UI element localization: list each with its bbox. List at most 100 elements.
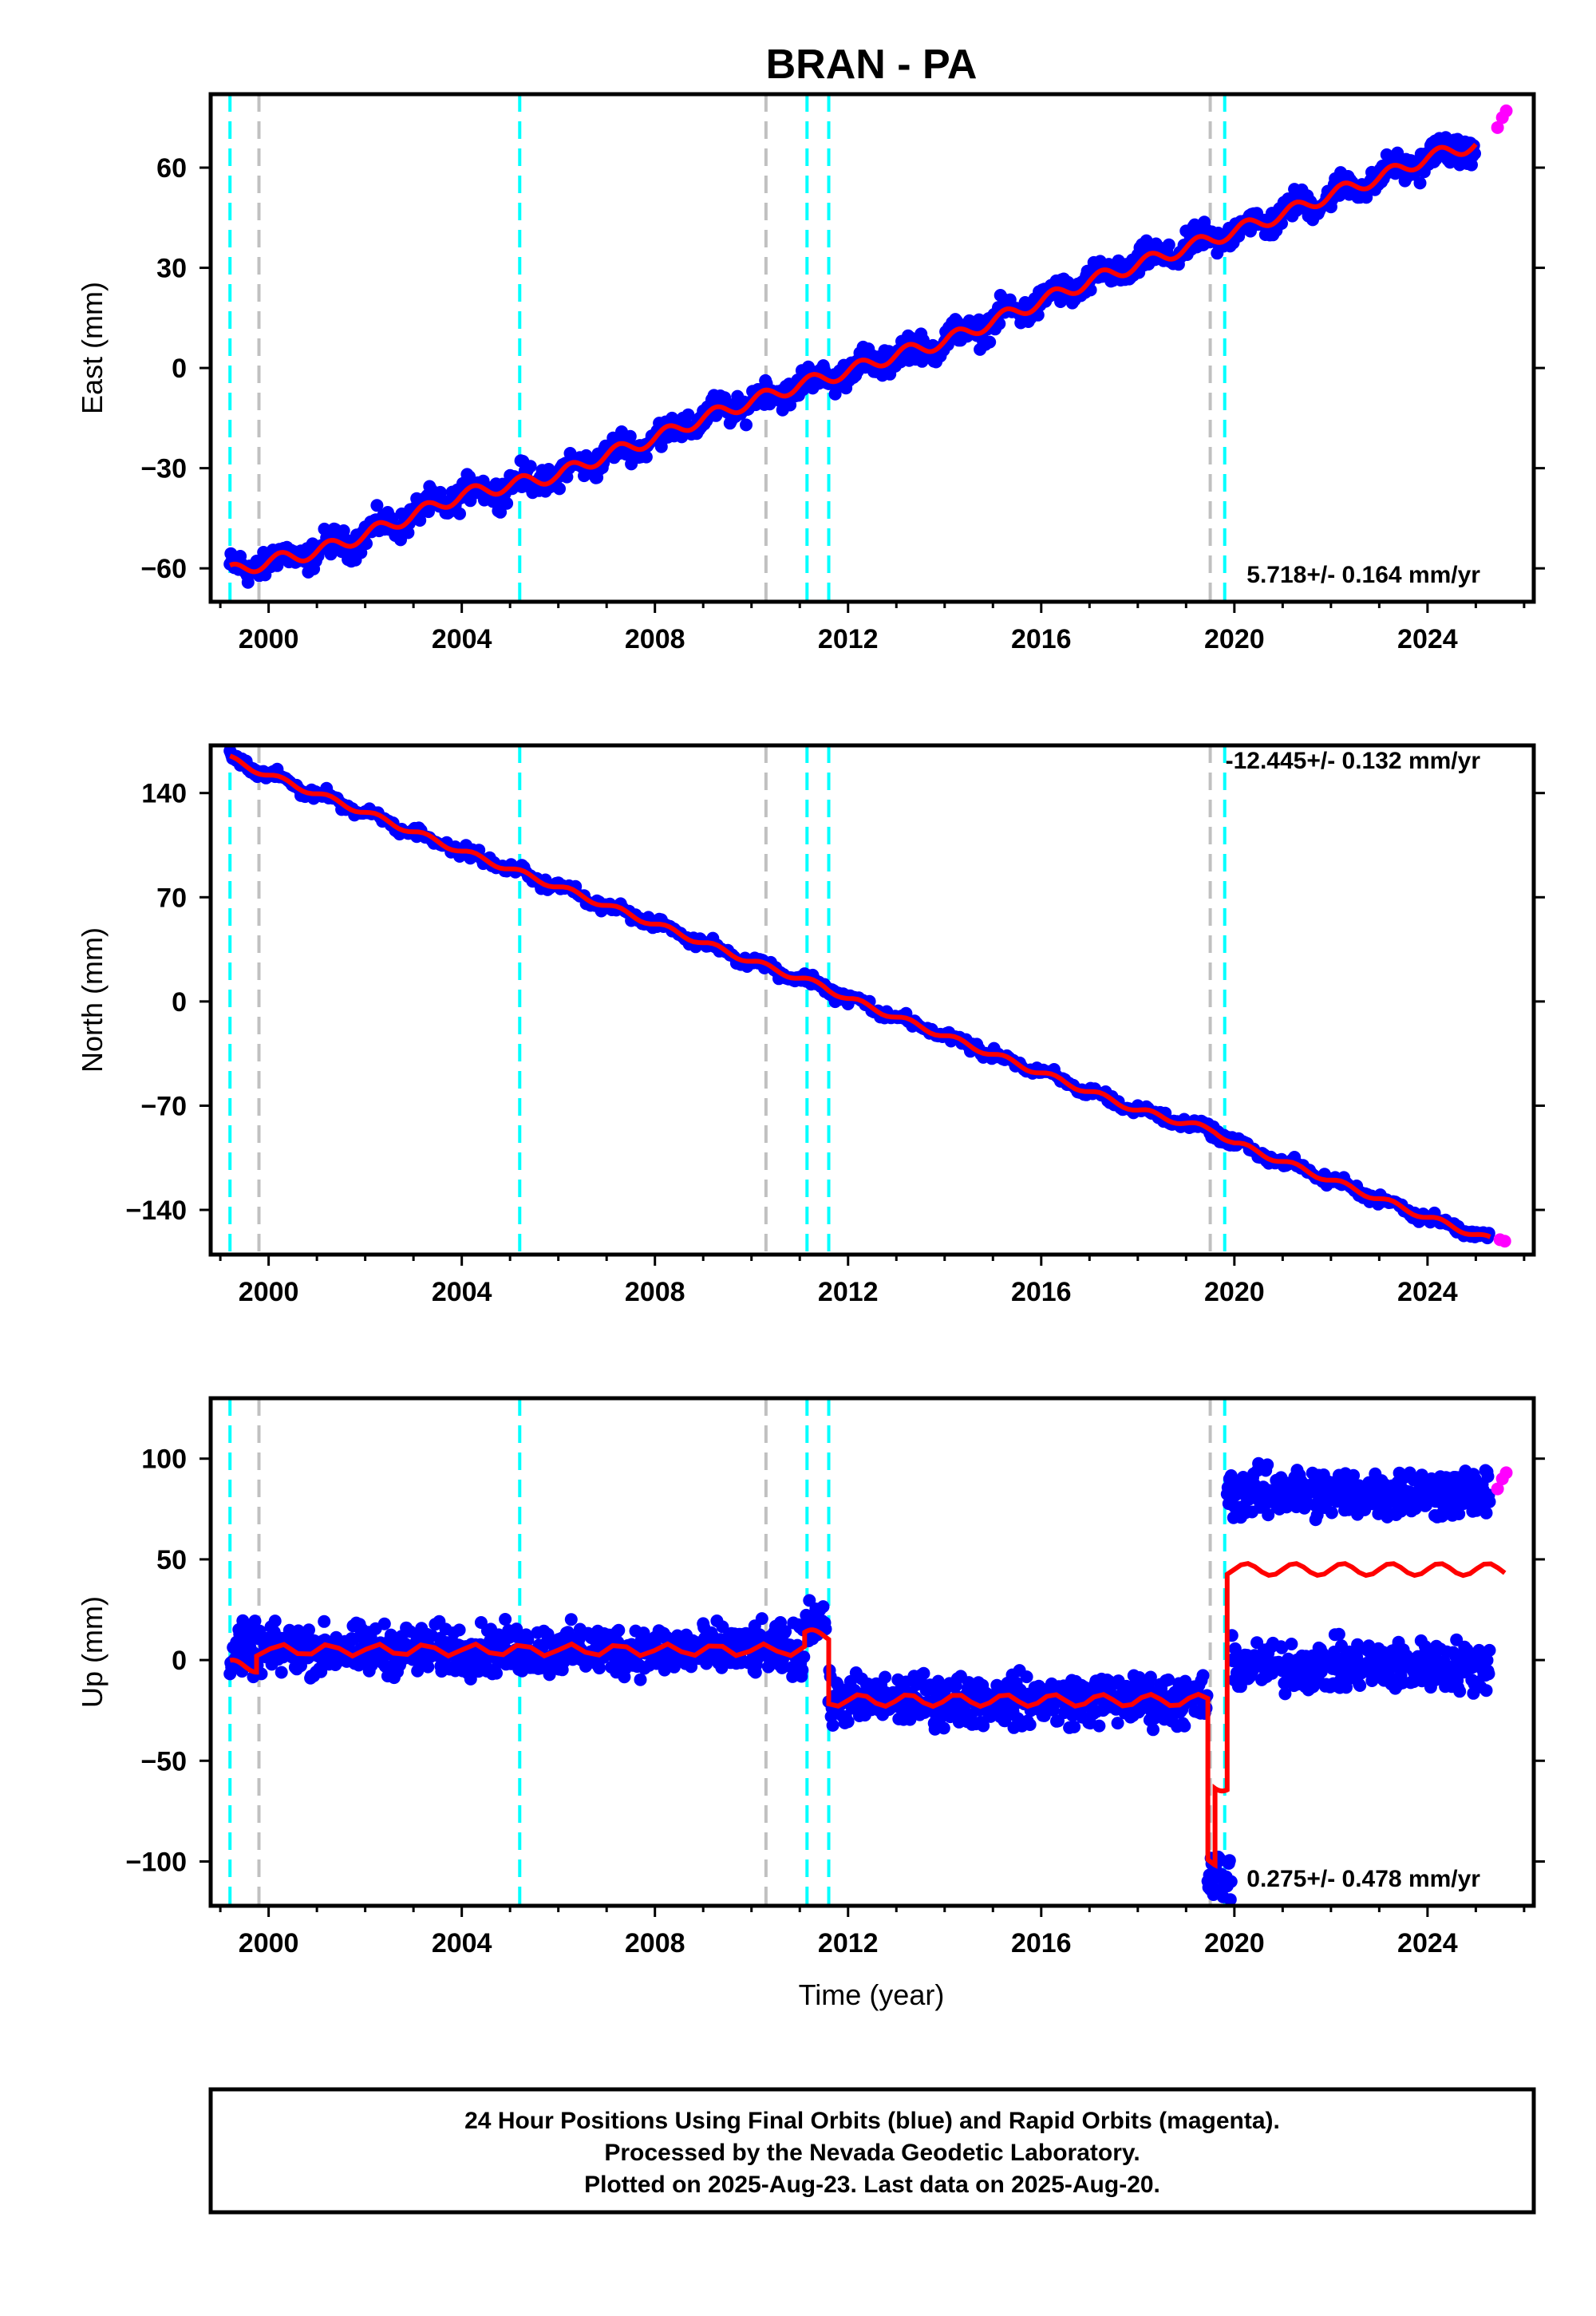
data-point-final bbox=[385, 512, 399, 525]
x-axis-label: Time (year) bbox=[799, 1978, 945, 2011]
y-tick-label: 0 bbox=[172, 987, 187, 1018]
y-tick-label: −30 bbox=[140, 454, 187, 484]
data-point-final bbox=[1162, 238, 1175, 251]
data-point-final bbox=[931, 1674, 945, 1688]
x-tick-label: 2012 bbox=[818, 1277, 879, 1307]
plot-frame bbox=[208, 92, 1536, 604]
x-tick-label: 2004 bbox=[432, 1277, 492, 1307]
up-panel: 100 50 0 −50 −100 2000 2004 2008 2012 2016 2020 202… bbox=[76, 1396, 1545, 1958]
y-tick-label: 30 bbox=[156, 254, 187, 284]
data-point-final bbox=[268, 1614, 282, 1628]
x-tick-label: 2008 bbox=[625, 624, 685, 654]
x-tick-label: 2000 bbox=[239, 1277, 299, 1307]
data-point-final bbox=[1482, 1667, 1495, 1681]
data-point-final bbox=[1480, 1654, 1494, 1667]
y-tick-label: 140 bbox=[141, 779, 187, 809]
x-tick-label: 2024 bbox=[1397, 1928, 1458, 1958]
data-point-final bbox=[452, 1623, 466, 1637]
data-point-final bbox=[490, 1666, 503, 1680]
data-point-final bbox=[623, 429, 637, 443]
data-point-rapid bbox=[1491, 1482, 1504, 1496]
data-point-final bbox=[421, 1660, 435, 1674]
data-point-final bbox=[499, 1613, 512, 1626]
data-point-final bbox=[1068, 1720, 1081, 1733]
data-point-final bbox=[413, 514, 427, 527]
y-axis-label: North (mm) bbox=[76, 927, 109, 1073]
data-point-final bbox=[776, 1661, 788, 1674]
data-point-final bbox=[1360, 191, 1373, 204]
x-tick-label: 2000 bbox=[239, 624, 299, 654]
data-point-final bbox=[1278, 1687, 1292, 1701]
x-tick-label: 2020 bbox=[1204, 1928, 1265, 1958]
y-tick-label: −70 bbox=[140, 1091, 187, 1121]
data-point-final bbox=[1413, 176, 1427, 190]
data-point-final bbox=[1132, 1671, 1146, 1684]
y-tick-label: 0 bbox=[172, 1646, 187, 1676]
data-point-final bbox=[716, 1620, 729, 1634]
data-point-final bbox=[879, 1670, 892, 1684]
data-point-final bbox=[1408, 1502, 1422, 1516]
data-point-final bbox=[494, 505, 508, 519]
x-tick-label: 2020 bbox=[1204, 624, 1265, 654]
data-point-final bbox=[816, 1600, 830, 1614]
caption-line-3: Plotted on 2025-Aug-23. Last data on 202… bbox=[584, 2172, 1160, 2198]
data-point-rapid bbox=[1499, 1466, 1513, 1480]
y-tick-label: 100 bbox=[141, 1445, 187, 1475]
north-panel: 140 70 0 −70 −140 2000 2004 2008 2012 2016 2020 202… bbox=[76, 743, 1545, 1307]
data-point-final bbox=[681, 408, 695, 421]
data-point-final bbox=[779, 1625, 792, 1638]
x-tick-label: 2024 bbox=[1397, 1277, 1458, 1307]
data-point-final bbox=[1262, 1508, 1275, 1522]
caption-line-2: Processed by the Nevada Geodetic Laborat… bbox=[604, 2140, 1140, 2166]
data-point-final bbox=[1023, 1718, 1037, 1731]
data-point-final bbox=[1452, 1508, 1466, 1520]
y-axis-label: East (mm) bbox=[76, 282, 109, 414]
data-point-final bbox=[917, 1666, 930, 1680]
data-point-final bbox=[1347, 1468, 1361, 1482]
data-point-final bbox=[962, 1676, 975, 1690]
y-tick-label: −60 bbox=[140, 554, 187, 584]
data-point-final bbox=[1144, 1670, 1157, 1684]
x-tick-label: 2004 bbox=[432, 1928, 492, 1958]
data-point-final bbox=[634, 1673, 647, 1686]
y-tick-label: −100 bbox=[125, 1847, 187, 1877]
data-point-final bbox=[1479, 1684, 1493, 1697]
x-tick-label: 2024 bbox=[1397, 624, 1458, 654]
data-point-final bbox=[236, 1614, 250, 1627]
y-tick-label: −140 bbox=[125, 1196, 187, 1226]
x-tick-label: 2020 bbox=[1204, 1277, 1265, 1307]
model-fit-line bbox=[229, 753, 1491, 1239]
data-point-final bbox=[248, 1614, 262, 1628]
x-tick-label: 2008 bbox=[625, 1277, 685, 1307]
model-fit-line bbox=[229, 1560, 1507, 1869]
data-point-final bbox=[796, 1663, 809, 1677]
data-point-final bbox=[453, 507, 466, 520]
data-point-final bbox=[1111, 1717, 1124, 1730]
plot-frame bbox=[208, 743, 1536, 1257]
x-tick-label: 2016 bbox=[1011, 1928, 1072, 1958]
x-tick-label: 2016 bbox=[1011, 624, 1072, 654]
y-tick-label: 60 bbox=[156, 153, 187, 184]
x-tick-label: 2012 bbox=[818, 624, 879, 654]
y-axis-label: Up (mm) bbox=[76, 1596, 109, 1708]
data-point-final bbox=[1481, 1470, 1495, 1483]
data-point-final bbox=[521, 1633, 535, 1646]
data-point-final bbox=[755, 1612, 768, 1626]
caption-line-1: 24 Hour Positions Using Final Orbits (bl… bbox=[464, 2108, 1280, 2134]
rate-annotation: 5.718+/- 0.164 mm/yr bbox=[1246, 562, 1480, 588]
data-point-final bbox=[1196, 1669, 1210, 1682]
data-point-final bbox=[612, 1623, 626, 1637]
x-tick-label: 2000 bbox=[239, 1928, 299, 1958]
data-point-final bbox=[797, 1650, 811, 1664]
data-point-final bbox=[1223, 1893, 1237, 1907]
data-point-final bbox=[1351, 1638, 1365, 1651]
east-panel: 60 30 0 −30 −60 2000 2004 2008 2012 2016 2020 2024 E… bbox=[76, 92, 1545, 654]
data-point-final bbox=[685, 1660, 698, 1674]
data-point-rapid bbox=[1498, 1235, 1511, 1248]
data-point-final bbox=[983, 335, 997, 349]
x-tick-label: 2008 bbox=[625, 1928, 685, 1958]
data-point-final bbox=[1479, 1506, 1493, 1520]
data-point-final bbox=[464, 1672, 477, 1686]
data-point-final bbox=[1223, 1854, 1236, 1867]
